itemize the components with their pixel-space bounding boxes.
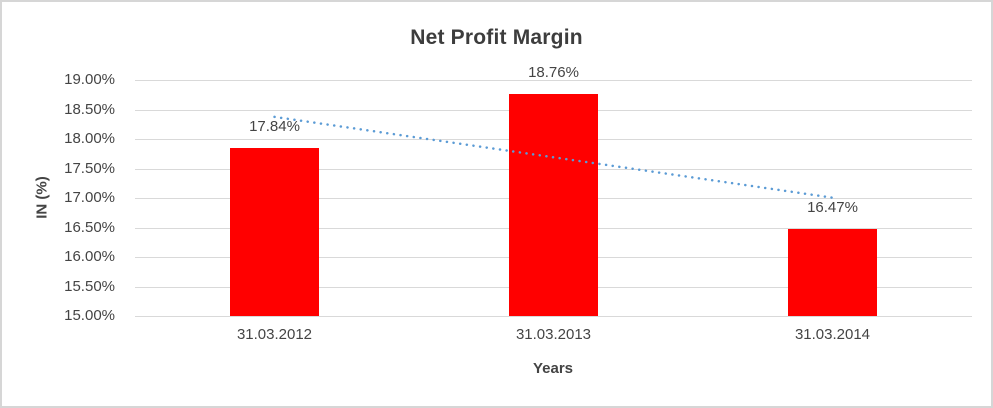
y-tick-label: 19.00% <box>64 71 115 88</box>
gridline <box>135 80 972 81</box>
trendline <box>273 115 834 199</box>
data-label: 18.76% <box>528 64 579 82</box>
x-tick-label: 31.03.2012 <box>236 326 313 343</box>
y-axis-title: IN (%) <box>33 176 51 219</box>
bar-31.03.2012 <box>230 148 319 316</box>
data-label: 16.47% <box>807 199 858 217</box>
chart-title: Net Profit Margin <box>410 26 583 49</box>
gridline <box>135 316 972 317</box>
x-axis-title: Years <box>532 360 574 377</box>
bar-31.03.2014 <box>788 229 877 316</box>
y-tick-label: 17.50% <box>64 159 115 177</box>
x-tick-label: 31.03.2013 <box>515 326 592 343</box>
y-tick-label: 15.50% <box>64 277 115 295</box>
y-tick-label: 16.00% <box>64 248 115 265</box>
y-tick-label: 15.00% <box>64 307 115 324</box>
bar-31.03.2013 <box>509 94 598 316</box>
trendline-path <box>273 115 834 199</box>
y-tick-label: 18.00% <box>64 130 115 147</box>
y-tick-label: 18.50% <box>64 100 115 118</box>
y-tick-label: 17.00% <box>64 189 115 206</box>
data-label: 17.84% <box>249 118 300 136</box>
plot-area: 17.84% 18.76% 16.47% <box>135 64 972 317</box>
y-tick-label: 16.50% <box>64 218 115 236</box>
x-tick-label: 31.03.2014 <box>794 326 871 343</box>
